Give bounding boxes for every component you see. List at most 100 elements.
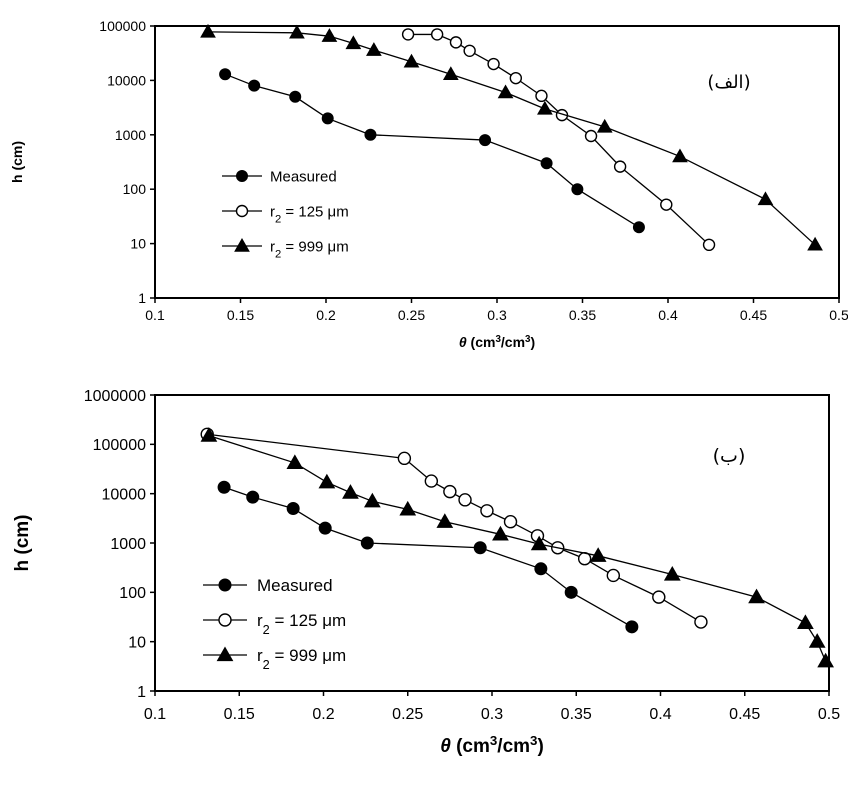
marker-filled-triangle [672,148,688,163]
marker-open-circle [235,204,249,218]
marker-filled-triangle [200,427,218,442]
marker-filled-circle [321,112,334,125]
marker-filled-triangle [663,565,681,581]
marker-filled-triangle [345,35,362,50]
panel-label: (ب) [713,445,746,467]
marker-filled-triangle [492,525,509,541]
y-tick-label: 10 [130,236,146,252]
marker-filled-circle [219,68,232,81]
series-3 [200,427,834,668]
marker-open-circle [660,198,673,211]
x-tick-label: 0.3 [487,307,507,323]
x-tick-label: 0.1 [145,307,165,323]
marker-filled-circle [473,541,487,555]
marker-filled-circle [632,221,645,234]
y-tick-label: 1000000 [84,388,146,405]
y-tick-label: 100 [119,585,146,602]
y-tick-label: 1000 [115,127,146,143]
chart-panel-1: 0.1 0.15 0.2 0.25 0.3 0.35 0.4 0.45 0.5 1 10 100 100… [9,18,848,350]
marker-open-circle [443,484,457,499]
marker-filled-circle [571,183,584,196]
marker-filled-triangle [289,24,305,39]
marker-filled-circle [217,480,231,494]
marker-filled-triangle [436,513,454,528]
y-tick-label: 100 [123,181,147,197]
marker-filled-triangle [403,53,420,68]
marker-open-circle [424,474,439,488]
marker-open-circle [535,89,548,103]
marker-filled-triangle [797,614,814,630]
marker-open-circle [702,238,716,252]
legend-label: r2 = 125 μm [257,611,346,637]
marker-filled-triangle [234,237,250,252]
marker-filled-triangle [200,23,216,38]
x-tick-label: 0.15 [227,307,254,323]
marker-open-circle [584,129,598,143]
marker-filled-circle [218,578,232,592]
marker-open-circle [430,28,444,41]
marker-filled-circle [534,562,548,576]
marker-filled-circle [248,79,261,92]
y-tick-label: 1 [138,290,146,306]
x-tick-label: 0.25 [398,307,425,323]
marker-open-circle [397,451,412,466]
x-tick-label: 0.4 [658,307,678,323]
y-tick-label: 100000 [93,437,146,454]
x-axis-title: θ (cm3/cm3) [459,334,535,351]
legend: Measured r2 = 125 μm r2 = 999 μm [203,576,346,672]
x-tick-label: 0.45 [740,307,767,323]
marker-filled-triangle [442,66,459,80]
series-2 [200,427,708,629]
marker-open-circle [509,71,523,85]
x-tick-label: 0.35 [561,706,592,723]
marker-open-circle [401,28,415,41]
x-tick-label: 0.15 [224,706,255,723]
x-tick-label: 0.3 [481,706,503,723]
x-tick-label: 0.2 [312,706,334,723]
marker-filled-triangle [757,191,774,206]
panel-label: (الف) [707,72,750,93]
legend-label: r2 = 999 μm [257,646,346,672]
marker-filled-circle [479,134,492,147]
legend-label: Measured [270,168,337,185]
series-2 [401,28,716,252]
marker-filled-circle [360,536,374,550]
marker-filled-triangle [366,42,382,56]
x-tick-label: 0.25 [392,706,423,723]
series-1 [219,68,645,234]
marker-filled-triangle [748,588,765,604]
marker-open-circle [480,504,494,518]
y-axis-title: h (cm) [9,141,25,183]
legend-label: r2 = 125 μm [270,203,349,225]
marker-filled-triangle [286,454,304,470]
marker-filled-triangle [530,535,548,551]
marker-filled-triangle [808,633,826,648]
marker-filled-circle [289,90,302,103]
x-tick-label: 0.5 [818,706,840,723]
y-tick-label: 100000 [99,18,146,34]
x-tick-label: 0.1 [144,706,166,723]
marker-filled-triangle [321,28,338,42]
legend: Measured r2 = 125 μm r2 = 999 μm [222,168,349,260]
marker-filled-triangle [589,547,607,562]
marker-filled-circle [625,620,639,634]
marker-open-circle [487,57,500,71]
marker-filled-triangle [497,84,514,99]
chart-panel-2: 0.1 0.15 0.2 0.25 0.3 0.35 0.4 0.45 0.5 1 10 100 100… [12,388,840,757]
marker-open-circle [613,160,627,173]
y-axis-title: h (cm) [12,515,33,572]
marker-open-circle [606,568,621,583]
x-axis-title: θ (cm3/cm3) [440,733,544,758]
legend-label: r2 = 999 μm [270,238,349,260]
marker-open-circle [463,44,476,58]
marker-open-circle [218,613,232,627]
y-tick-label: 10 [128,634,146,651]
marker-filled-triangle [807,236,823,251]
x-tick-label: 0.4 [649,706,671,723]
marker-filled-circle [364,128,377,141]
series-line [408,33,710,246]
marker-filled-circle [564,585,578,599]
marker-filled-circle [236,170,248,182]
marker-open-circle [458,493,472,507]
